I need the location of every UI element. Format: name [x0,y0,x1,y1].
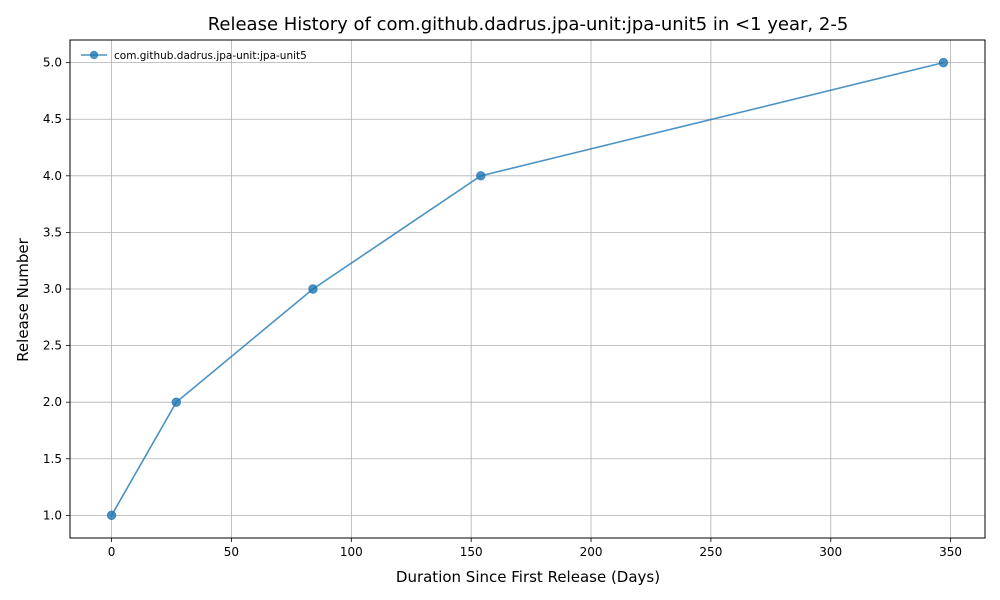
x-tick-label: 200 [580,545,603,559]
y-tick-label: 1.5 [43,452,62,466]
x-tick-label: 0 [108,545,116,559]
data-point [106,510,117,521]
y-tick-label: 3.0 [43,282,62,296]
legend: com.github.dadrus.jpa-unit:jpa-unit5 [81,50,307,62]
legend-marker [89,50,99,60]
series-layer [106,57,949,521]
legend-label: com.github.dadrus.jpa-unit:jpa-unit5 [114,50,307,62]
chart-title: Release History of com.github.dadrus.jpa… [208,14,849,35]
x-tick-label: 350 [939,545,962,559]
y-axis-label: Release Number [14,237,32,361]
y-tick-label: 4.5 [43,112,62,126]
y-tick-label: 3.5 [43,225,62,239]
y-tick-label: 4.0 [43,169,62,183]
grid [70,40,985,538]
y-tick-label: 5.0 [43,56,62,70]
y-tick-label: 1.0 [43,508,62,522]
x-tick-label: 250 [699,545,722,559]
data-point [171,397,182,407]
data-point [938,57,949,68]
y-axis: 1.0 1.5 2.0 2.5 3.0 3.5 4.0 4.5 5.0 [43,56,70,522]
y-tick-label: 2.5 [43,339,62,353]
x-tick-label: 300 [819,545,842,559]
x-tick-label: 50 [224,545,239,559]
data-point [476,171,486,181]
x-axis-label: Duration Since First Release (Days) [396,568,660,586]
x-axis: 0 50 100 150 200 250 300 350 [108,538,962,559]
x-tick-label: 150 [460,545,483,559]
x-tick-label: 100 [340,545,363,559]
data-point [308,284,318,294]
y-tick-label: 2.0 [43,395,62,409]
